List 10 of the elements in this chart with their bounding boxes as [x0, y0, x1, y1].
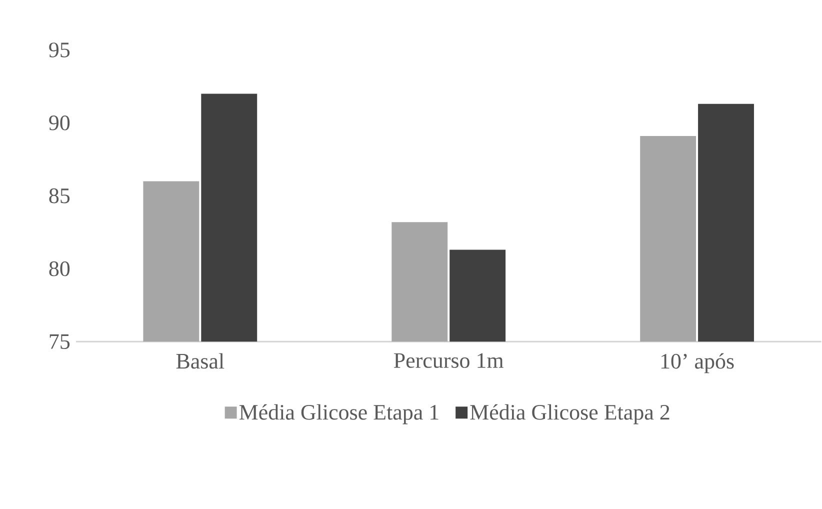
y-tick-label: 75 [50, 334, 70, 350]
y-tick-label: 90 [49, 116, 70, 131]
x-tick-label: 10’ após [661, 353, 734, 374]
y-tick-label: 85 [49, 188, 70, 204]
legend-label: Média Glicose Etapa 2 [470, 404, 670, 424]
x-tick-label: Basal [176, 353, 224, 369]
legend-label: Média Glicose Etapa 1 [239, 404, 438, 424]
x-tick-label: Percurso 1m [394, 353, 504, 368]
y-tick-label: 95 [49, 42, 70, 58]
y-tick-label: 80 [49, 262, 70, 276]
